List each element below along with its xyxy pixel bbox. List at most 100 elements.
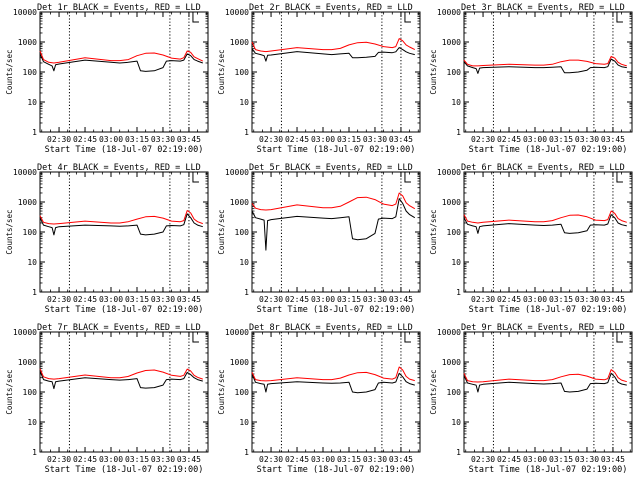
flag-marker (404, 332, 411, 343)
panel-title: Det 3r BLACK = Events, RED = LLD (461, 3, 625, 13)
events-series-line (39, 370, 203, 390)
y-tick-label: 10 (451, 418, 461, 427)
detector-panel-5: Det 5r BLACK = Events, RED = LLD 1 10 100 10… (217, 163, 421, 315)
events-series-line (251, 372, 415, 394)
y-tick-label: 100 (23, 388, 38, 397)
x-tick-label: 03:45 (389, 295, 413, 304)
x-tick-label: 03:00 (99, 295, 123, 304)
x-tick-label: 03:15 (125, 295, 149, 304)
x-tick-label: 03:00 (523, 455, 547, 464)
y-axis-label: Counts/sec (429, 369, 438, 414)
y-tick-label: 10 (239, 98, 249, 107)
y-tick-label: 1 (32, 448, 37, 457)
plot-frame (251, 11, 421, 133)
x-axis-label: Start Time (18-Jul-07 02:19:00) (45, 145, 204, 155)
detector-panel-2: Det 2r BLACK = Events, RED = LLD 1 10 100 10… (217, 3, 421, 155)
y-tick-label: 1 (32, 288, 37, 297)
plot-frame (39, 11, 209, 133)
x-tick-label: 03:45 (601, 455, 625, 464)
plot-frame (463, 11, 633, 133)
x-tick-label: 03:45 (389, 135, 413, 144)
x-tick-label: 03:30 (151, 135, 175, 144)
y-axis-label: Counts/sec (217, 369, 226, 414)
y-axis-label: Counts/sec (217, 209, 226, 254)
x-tick-label: 02:45 (285, 455, 309, 464)
events-series-line (463, 58, 627, 74)
y-axis-label: Counts/sec (217, 49, 226, 94)
x-axis-label: Start Time (18-Jul-07 02:19:00) (45, 465, 204, 475)
x-tick-label: 03:00 (523, 295, 547, 304)
x-tick-label: 02:45 (73, 135, 97, 144)
flag-marker (192, 332, 199, 343)
x-tick-label: 03:00 (99, 135, 123, 144)
plot-frame (39, 331, 209, 453)
x-tick-label: 03:00 (311, 135, 335, 144)
x-tick-label: 02:30 (47, 295, 71, 304)
detector-panel-3: Det 3r BLACK = Events, RED = LLD 1 10 100 10… (429, 3, 633, 155)
y-tick-label: 1000 (18, 198, 37, 207)
y-tick-label: 10000 (13, 328, 37, 337)
y-tick-label: 1000 (18, 38, 37, 47)
x-tick-label: 03:00 (311, 455, 335, 464)
plot-frame (39, 171, 209, 293)
events-series-line (39, 53, 203, 72)
y-tick-label: 10000 (437, 8, 461, 17)
y-tick-label: 10000 (13, 168, 37, 177)
y-axis-label: Counts/sec (5, 369, 14, 414)
x-tick-label: 03:45 (389, 455, 413, 464)
events-series-line (39, 213, 203, 236)
x-tick-label: 03:00 (523, 135, 547, 144)
lld-series-line (39, 50, 204, 64)
y-tick-label: 10 (27, 98, 37, 107)
detector-panel-9: Det 9r BLACK = Events, RED = LLD 1 10 100 10… (429, 323, 633, 475)
lld-series-line (39, 210, 203, 225)
events-series-line (463, 372, 627, 393)
x-tick-label: 02:45 (73, 455, 97, 464)
y-tick-label: 1000 (230, 358, 249, 367)
x-tick-label: 03:15 (549, 135, 573, 144)
x-tick-label: 03:45 (601, 295, 625, 304)
x-tick-label: 03:15 (549, 295, 573, 304)
x-tick-label: 03:15 (549, 455, 573, 464)
y-tick-label: 1000 (442, 358, 461, 367)
y-tick-label: 10000 (225, 168, 249, 177)
x-tick-label: 03:00 (99, 455, 123, 464)
plot-frame (251, 171, 421, 293)
y-tick-label: 1 (244, 448, 249, 457)
x-axis-label: Start Time (18-Jul-07 02:19:00) (257, 305, 416, 315)
y-tick-label: 10000 (437, 168, 461, 177)
events-series-line (463, 214, 627, 234)
flag-marker (404, 12, 411, 23)
y-tick-label: 10 (239, 258, 249, 267)
y-tick-label: 100 (23, 68, 38, 77)
x-tick-label: 03:15 (337, 135, 361, 144)
y-tick-label: 1 (32, 128, 37, 137)
y-tick-label: 1000 (18, 358, 37, 367)
plot-frame (463, 331, 633, 453)
x-tick-label: 02:30 (471, 455, 495, 464)
detector-panel-6: Det 6r BLACK = Events, RED = LLD 1 10 100 10… (429, 163, 633, 315)
x-axis-label: Start Time (18-Jul-07 02:19:00) (257, 145, 416, 155)
x-tick-label: 03:45 (177, 135, 201, 144)
detector-panel-7: Det 7r BLACK = Events, RED = LLD 1 10 100 10… (5, 323, 209, 475)
flag-marker (192, 172, 199, 183)
plot-frame (463, 171, 633, 293)
panel-title: Det 4r BLACK = Events, RED = LLD (37, 163, 201, 173)
x-tick-label: 02:30 (471, 135, 495, 144)
y-tick-label: 10000 (225, 328, 249, 337)
plot-frame (251, 331, 421, 453)
panel-title: Det 8r BLACK = Events, RED = LLD (249, 323, 413, 333)
x-tick-label: 03:45 (177, 455, 201, 464)
x-tick-label: 03:30 (363, 455, 387, 464)
lld-series-line (251, 38, 416, 53)
x-tick-label: 02:30 (259, 295, 283, 304)
x-axis-label: Start Time (18-Jul-07 02:19:00) (45, 305, 204, 315)
panel-title: Det 6r BLACK = Events, RED = LLD (461, 163, 625, 173)
y-axis-label: Counts/sec (5, 49, 14, 94)
flag-marker (404, 172, 411, 183)
x-tick-label: 03:30 (151, 295, 175, 304)
x-tick-label: 03:45 (177, 295, 201, 304)
y-tick-label: 1 (456, 288, 461, 297)
panel-title: Det 9r BLACK = Events, RED = LLD (461, 323, 625, 333)
